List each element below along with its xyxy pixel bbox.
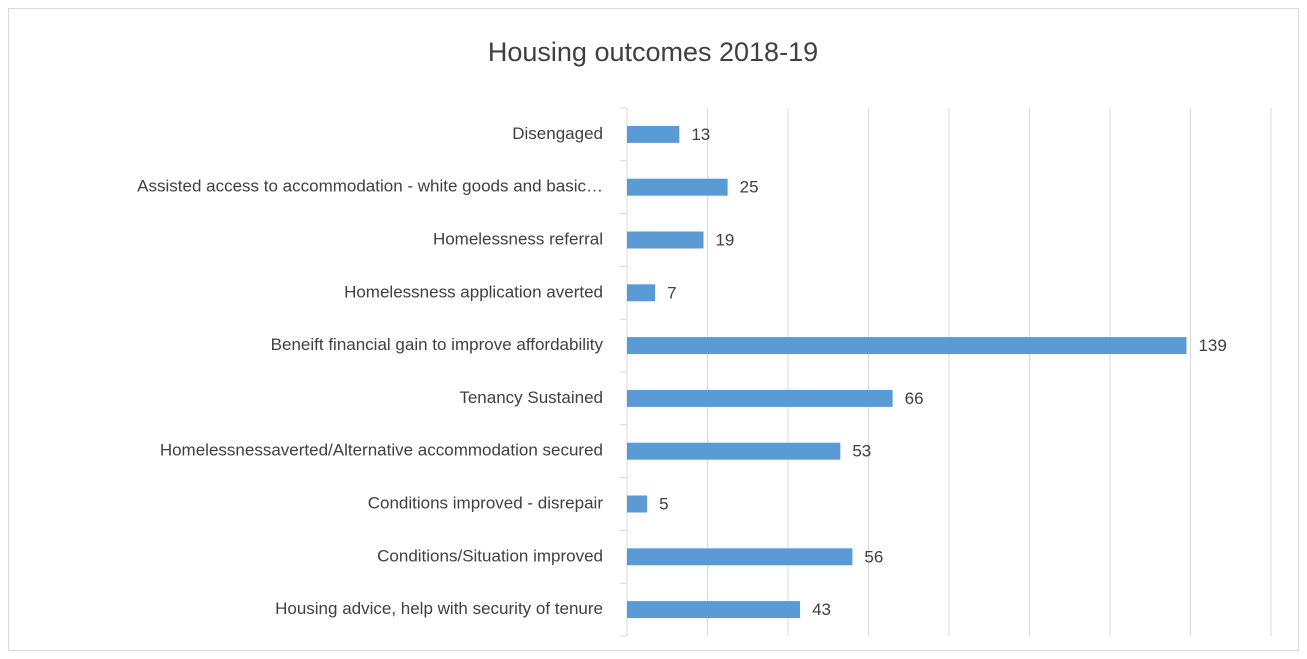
bar [627,337,1187,355]
data-label: 56 [864,547,883,566]
data-label: 13 [691,125,710,144]
data-label: 7 [667,283,676,302]
bar [627,178,728,196]
chart-title: Housing outcomes 2018-19 [488,37,818,67]
data-label: 66 [905,389,924,408]
data-label: 43 [812,600,831,619]
data-label: 53 [852,442,871,461]
data-label: 139 [1198,336,1226,355]
bar [627,284,656,302]
y-tick-label: Beneift financial gain to improve afford… [271,335,604,354]
bar [627,442,841,460]
bar [627,601,801,619]
y-tick-label: Housing advice, help with security of te… [275,599,603,618]
bar [627,495,648,513]
y-tick-label: Homelessness application averted [344,282,603,301]
y-tick-label: Conditions/Situation improved [377,546,603,565]
y-tick-label: Disengaged [512,124,603,143]
bar [627,548,853,566]
y-tick-label: Homelessnessaverted/Alternative accommod… [160,441,603,460]
y-tick-label: Homelessness referral [433,229,603,248]
bar [627,389,893,407]
bar [627,231,704,249]
data-label: 25 [740,178,759,197]
chart-border [8,8,1299,651]
y-tick-label: Tenancy Sustained [459,388,603,407]
data-label: 19 [715,230,734,249]
bar [627,125,680,143]
y-tick-label: Conditions improved - disrepair [368,493,604,512]
y-tick-label: Assisted access to accommodation - white… [137,177,603,196]
data-label: 5 [659,494,668,513]
